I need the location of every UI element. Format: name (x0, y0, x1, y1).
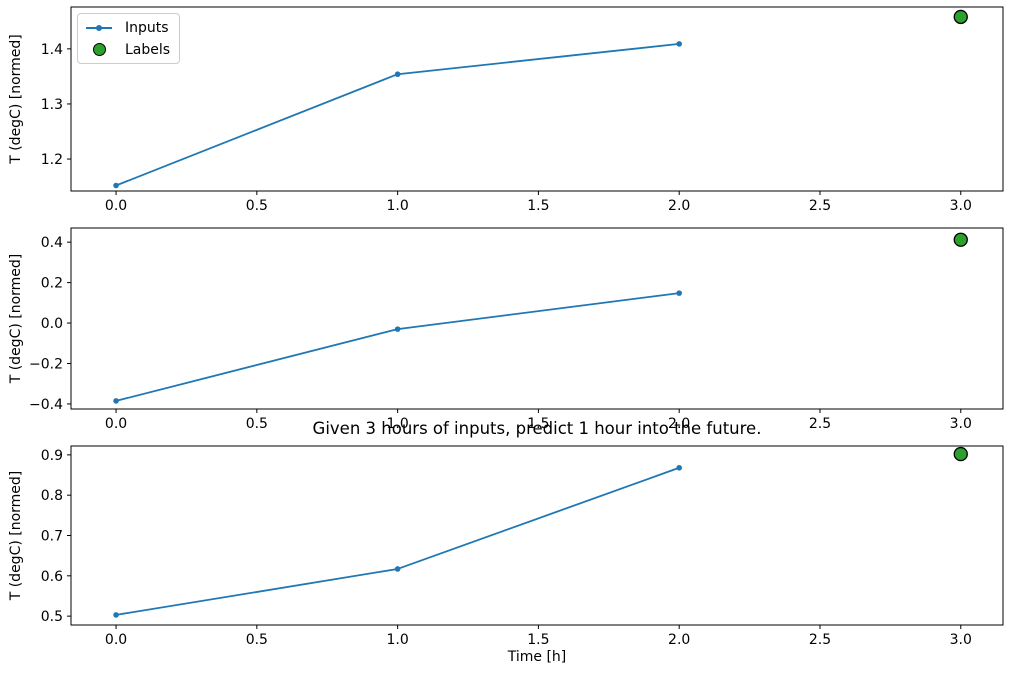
y-tick-label: 1.2 (41, 152, 63, 168)
inputs-marker (394, 71, 401, 78)
x-tick-label: 2.5 (809, 632, 831, 648)
inputs-marker (676, 41, 682, 47)
inputs-line-marker-icon (86, 24, 112, 31)
x-tick-label: 3.0 (950, 632, 972, 648)
labels-point (953, 9, 968, 25)
inputs-marker (113, 182, 119, 189)
inputs-marker (676, 290, 682, 296)
inputs-line (115, 466, 680, 616)
labels-point (953, 232, 968, 247)
x-tick-label: 3.0 (950, 416, 972, 432)
axes-frame (70, 6, 1004, 192)
x-tick-label: 2.5 (809, 416, 831, 432)
x-tick-label: 0.5 (246, 632, 268, 648)
inputs-line (115, 43, 680, 187)
legend-row-labels: Labels (86, 40, 170, 59)
y-tick-label: −0.2 (29, 356, 63, 372)
inputs-marker (394, 566, 401, 572)
x-tick-label: 1.5 (527, 632, 549, 648)
x-tick-label: 1.0 (386, 198, 408, 214)
labels-point (953, 446, 968, 462)
x-tick-label: 0.0 (105, 198, 127, 214)
legend-label-inputs: Inputs (125, 19, 169, 36)
x-tick-label: 0.0 (105, 632, 127, 648)
y-tick-label: 0.5 (41, 609, 63, 625)
x-tick-label: 0.5 (246, 198, 268, 214)
labels-circle-icon (86, 43, 112, 56)
inputs-line (115, 292, 680, 402)
x-tick-label: 3.0 (950, 198, 972, 214)
x-tick-label: 1.5 (527, 416, 549, 432)
x-tick-label: 2.0 (668, 198, 690, 214)
y-tick-label: 0.7 (41, 529, 63, 545)
inputs-marker (676, 464, 682, 471)
y-tick-label: 0.6 (41, 569, 63, 585)
legend: Inputs Labels (77, 13, 181, 64)
y-axis-label: T (degC) [normed] (8, 34, 24, 165)
axes-frame (70, 227, 1004, 410)
y-tick-label: −0.4 (29, 397, 63, 413)
x-tick-label: 1.0 (386, 416, 408, 432)
inputs-marker (113, 398, 119, 404)
y-tick-label: 0.9 (41, 448, 63, 464)
y-axis-label: T (degC) [normed] (8, 254, 24, 385)
y-tick-label: 1.3 (41, 97, 63, 113)
x-tick-label: 1.0 (386, 632, 408, 648)
y-tick-label: 0.2 (41, 276, 63, 292)
x-tick-label: 0.5 (246, 416, 268, 432)
y-tick-label: 1.4 (41, 42, 63, 58)
x-axis-label: Time [h] (507, 649, 567, 665)
axes-frame (70, 445, 1004, 626)
y-axis-label: T (degC) [normed] (8, 471, 24, 602)
y-tick-label: 0.8 (41, 488, 63, 504)
x-tick-label: 2.0 (668, 416, 690, 432)
legend-label-labels: Labels (125, 41, 171, 58)
x-tick-label: 2.0 (668, 632, 690, 648)
inputs-marker (394, 326, 401, 332)
x-tick-label: 1.5 (527, 198, 549, 214)
x-tick-label: 0.0 (105, 416, 127, 432)
inputs-marker (113, 612, 119, 618)
x-tick-label: 2.5 (809, 198, 831, 214)
y-tick-label: 0.0 (41, 316, 63, 332)
legend-row-inputs: Inputs (86, 18, 170, 37)
y-tick-label: 0.4 (41, 235, 63, 251)
